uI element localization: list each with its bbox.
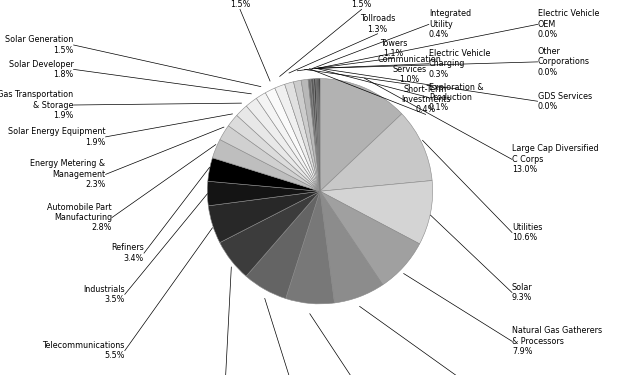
Wedge shape [320,180,433,244]
Text: Large Cap Diversified
C Corps
13.0%: Large Cap Diversified C Corps 13.0% [512,144,598,174]
Wedge shape [220,126,320,191]
Text: Solar Energy Equipment
1.9%: Solar Energy Equipment 1.9% [8,127,106,147]
Text: Utilities
10.6%: Utilities 10.6% [512,223,542,242]
Wedge shape [311,79,320,191]
Text: Upstream MLP
1.5%: Upstream MLP 1.5% [211,0,269,9]
Wedge shape [228,116,320,191]
Wedge shape [208,191,320,243]
Wedge shape [275,84,320,191]
Wedge shape [308,79,320,191]
Wedge shape [301,79,320,191]
Wedge shape [319,79,320,191]
Text: Solar
9.3%: Solar 9.3% [512,283,532,302]
Wedge shape [316,79,320,191]
Text: Communication
Services
1.0%: Communication Services 1.0% [378,55,442,84]
Text: Refiners
3.4%: Refiners 3.4% [111,243,144,263]
Wedge shape [294,80,320,191]
Wedge shape [207,181,320,206]
Text: Short-Term
Investments
0.4%: Short-Term Investments 0.4% [401,85,451,114]
Wedge shape [220,191,320,276]
Text: Towers
1.1%: Towers 1.1% [380,39,407,58]
Wedge shape [285,191,334,304]
Text: Exploration &
Production
0.1%: Exploration & Production 0.1% [429,82,483,112]
Wedge shape [257,93,320,191]
Text: Natural Gas Gatherers
& Processors
7.9%: Natural Gas Gatherers & Processors 7.9% [512,326,602,356]
Text: GDS Services
0.0%: GDS Services 0.0% [538,92,592,111]
Wedge shape [320,79,402,191]
Text: Solar Generation
1.5%: Solar Generation 1.5% [5,35,74,55]
Wedge shape [320,191,420,285]
Text: Electric Vehicle
Charging
0.3%: Electric Vehicle Charging 0.3% [429,49,490,79]
Text: Other
Corporations
0.0%: Other Corporations 0.0% [538,47,589,77]
Wedge shape [317,79,320,191]
Text: Solar Developer
1.8%: Solar Developer 1.8% [9,60,74,79]
Text: Integrated
Utility
0.4%: Integrated Utility 0.4% [429,9,471,39]
Wedge shape [320,191,383,303]
Text: Telecommunications
5.5%: Telecommunications 5.5% [42,341,125,360]
Wedge shape [246,191,320,298]
Wedge shape [246,98,320,191]
Wedge shape [208,158,320,191]
Wedge shape [285,82,320,191]
Text: Energy Metering &
Management
2.3%: Energy Metering & Management 2.3% [31,159,106,189]
Wedge shape [237,106,320,191]
Text: Automobile Part
Manufacturing
2.8%: Automobile Part Manufacturing 2.8% [47,202,112,232]
Wedge shape [266,88,320,191]
Text: Natural Gas Transportation
& Storage
1.9%: Natural Gas Transportation & Storage 1.9… [0,90,74,120]
Wedge shape [212,140,320,191]
Wedge shape [318,79,320,191]
Text: Tollroads
1.3%: Tollroads 1.3% [360,14,396,34]
Wedge shape [320,114,432,191]
Text: Electric Vehicle
OEM
0.0%: Electric Vehicle OEM 0.0% [538,9,599,39]
Wedge shape [314,79,320,191]
Text: Industrials
3.5%: Industrials 3.5% [83,285,125,304]
Text: General Partners
1.5%: General Partners 1.5% [328,0,396,9]
